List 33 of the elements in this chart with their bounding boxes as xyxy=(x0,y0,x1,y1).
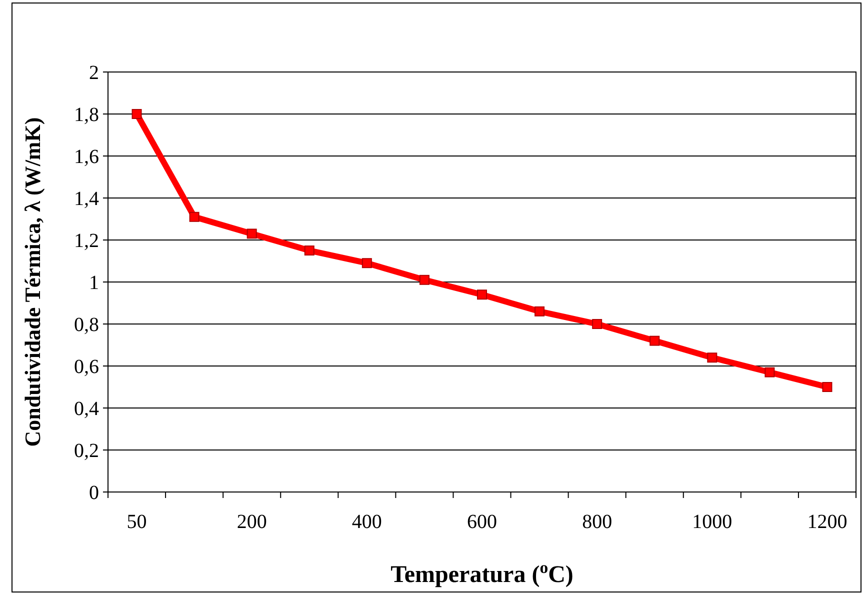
x-tick-label: 600 xyxy=(467,511,497,533)
y-axis-title: Condutividade Térmica, λ (W/mK) xyxy=(20,117,45,447)
point xyxy=(764,367,775,378)
point xyxy=(132,109,142,119)
point xyxy=(650,336,660,346)
point xyxy=(822,382,832,392)
y-tick-label: 0 xyxy=(89,482,99,504)
point xyxy=(534,306,545,316)
x-tick-label: 400 xyxy=(352,511,382,533)
y-tick-label: 0,8 xyxy=(74,314,99,336)
y-tick-label: 0,4 xyxy=(74,398,99,420)
point xyxy=(707,352,718,363)
x-axis-title: Temperatura ($^{o}$C) xyxy=(390,558,574,588)
y-tick-label: 1 xyxy=(89,272,99,294)
point xyxy=(362,258,372,268)
x-tick-label: 800 xyxy=(582,511,612,533)
x-tick-label: 50 xyxy=(126,511,147,533)
point xyxy=(246,228,257,239)
x-tick-label: 1200 xyxy=(807,511,848,533)
y-tick-label: 1,8 xyxy=(74,104,99,126)
point xyxy=(189,212,200,222)
y-tick-label: 1,2 xyxy=(74,230,99,252)
y-tick-label: 1,4 xyxy=(74,188,99,210)
point xyxy=(419,274,430,285)
y-tick-label: 0,6 xyxy=(74,356,99,378)
point xyxy=(304,246,314,256)
y-tick-label: 1,6 xyxy=(74,146,99,168)
x-tick-label: 1000 xyxy=(692,511,732,533)
point xyxy=(592,319,602,329)
x-tick-label: 200 xyxy=(236,511,267,533)
y-tick-label: 0,2 xyxy=(74,440,99,462)
point xyxy=(477,290,487,300)
y-tick-label: 2 xyxy=(89,62,99,84)
